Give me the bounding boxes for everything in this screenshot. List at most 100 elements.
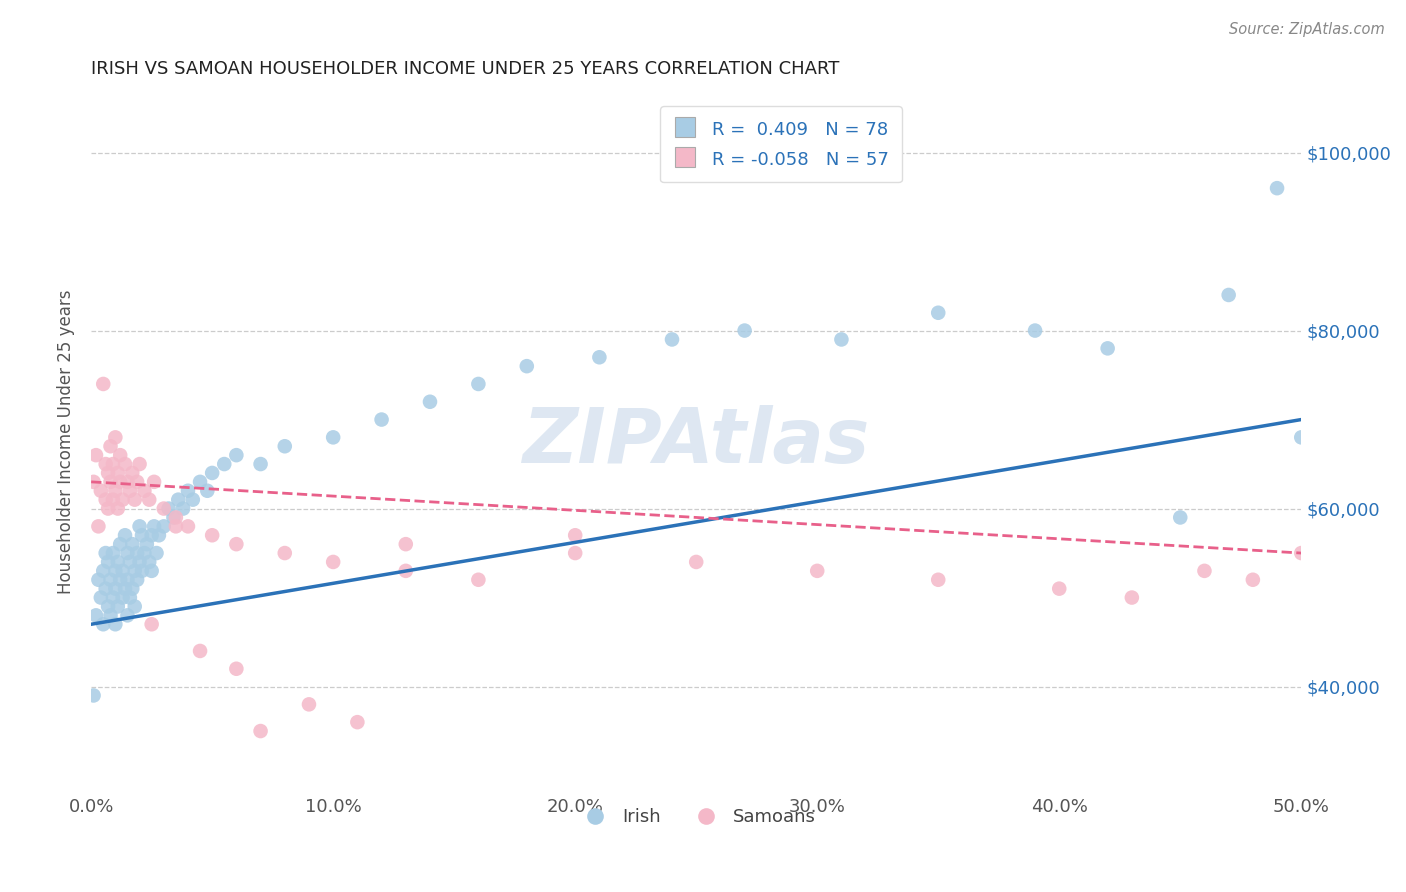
Point bbox=[124, 564, 146, 578]
Point bbox=[84, 448, 107, 462]
Point bbox=[84, 608, 107, 623]
Point bbox=[1168, 510, 1191, 524]
Point bbox=[157, 501, 180, 516]
Point bbox=[104, 617, 127, 632]
Point bbox=[143, 519, 166, 533]
Point bbox=[1047, 582, 1070, 596]
Point bbox=[135, 537, 157, 551]
Point bbox=[1024, 324, 1046, 338]
Point bbox=[97, 466, 120, 480]
Point bbox=[225, 448, 247, 462]
Point bbox=[101, 591, 124, 605]
Point bbox=[118, 483, 141, 498]
Point bbox=[101, 492, 124, 507]
Point bbox=[90, 483, 112, 498]
Point bbox=[152, 519, 174, 533]
Point bbox=[467, 376, 489, 391]
Point bbox=[124, 492, 146, 507]
Point bbox=[94, 457, 117, 471]
Point bbox=[97, 555, 120, 569]
Point bbox=[1097, 342, 1119, 356]
Point bbox=[685, 555, 707, 569]
Point bbox=[117, 546, 139, 560]
Point bbox=[564, 528, 586, 542]
Point bbox=[249, 457, 271, 471]
Point bbox=[91, 617, 114, 632]
Point bbox=[152, 501, 174, 516]
Point bbox=[419, 394, 441, 409]
Point bbox=[104, 430, 127, 444]
Point bbox=[225, 537, 247, 551]
Point bbox=[927, 306, 949, 320]
Point bbox=[97, 599, 120, 614]
Point bbox=[830, 333, 852, 347]
Point bbox=[564, 546, 586, 560]
Point bbox=[162, 510, 184, 524]
Point bbox=[225, 662, 247, 676]
Point bbox=[94, 546, 117, 560]
Point bbox=[100, 475, 122, 489]
Point bbox=[100, 573, 122, 587]
Point bbox=[83, 475, 105, 489]
Point bbox=[588, 351, 610, 365]
Point bbox=[121, 537, 143, 551]
Point bbox=[94, 582, 117, 596]
Point bbox=[1291, 430, 1313, 444]
Point bbox=[1218, 288, 1240, 302]
Point bbox=[1121, 591, 1143, 605]
Point bbox=[138, 555, 160, 569]
Point bbox=[87, 519, 110, 533]
Point bbox=[101, 457, 124, 471]
Point bbox=[322, 555, 344, 569]
Text: ZIPAtlas: ZIPAtlas bbox=[523, 405, 870, 479]
Point bbox=[145, 546, 167, 560]
Point bbox=[127, 573, 149, 587]
Point bbox=[274, 546, 297, 560]
Point bbox=[395, 537, 418, 551]
Point bbox=[128, 519, 150, 533]
Point bbox=[172, 501, 194, 516]
Point bbox=[127, 546, 149, 560]
Point bbox=[214, 457, 236, 471]
Point bbox=[134, 546, 156, 560]
Y-axis label: Householder Income Under 25 years: Householder Income Under 25 years bbox=[58, 290, 75, 594]
Legend: Irish, Samoans: Irish, Samoans bbox=[569, 801, 823, 833]
Text: IRISH VS SAMOAN HOUSEHOLDER INCOME UNDER 25 YEARS CORRELATION CHART: IRISH VS SAMOAN HOUSEHOLDER INCOME UNDER… bbox=[91, 60, 839, 78]
Point bbox=[734, 324, 756, 338]
Point bbox=[100, 439, 122, 453]
Point bbox=[104, 564, 127, 578]
Point bbox=[298, 698, 321, 712]
Point bbox=[346, 715, 368, 730]
Point bbox=[165, 510, 187, 524]
Point bbox=[91, 564, 114, 578]
Point bbox=[108, 573, 131, 587]
Point bbox=[188, 475, 211, 489]
Point bbox=[118, 591, 141, 605]
Point bbox=[927, 573, 949, 587]
Point bbox=[108, 475, 131, 489]
Point bbox=[395, 564, 418, 578]
Point bbox=[107, 599, 129, 614]
Point bbox=[117, 475, 139, 489]
Point bbox=[128, 555, 150, 569]
Point bbox=[806, 564, 828, 578]
Point bbox=[117, 573, 139, 587]
Point bbox=[127, 475, 149, 489]
Point bbox=[114, 528, 136, 542]
Point bbox=[111, 492, 134, 507]
Point bbox=[134, 483, 156, 498]
Point bbox=[131, 528, 153, 542]
Point bbox=[141, 617, 163, 632]
Point bbox=[121, 466, 143, 480]
Point bbox=[83, 689, 105, 703]
Point bbox=[177, 519, 200, 533]
Point bbox=[87, 573, 110, 587]
Point bbox=[118, 555, 141, 569]
Point bbox=[111, 591, 134, 605]
Point bbox=[138, 492, 160, 507]
Point bbox=[104, 582, 127, 596]
Point bbox=[141, 564, 163, 578]
Point bbox=[108, 448, 131, 462]
Point bbox=[181, 492, 204, 507]
Point bbox=[107, 501, 129, 516]
